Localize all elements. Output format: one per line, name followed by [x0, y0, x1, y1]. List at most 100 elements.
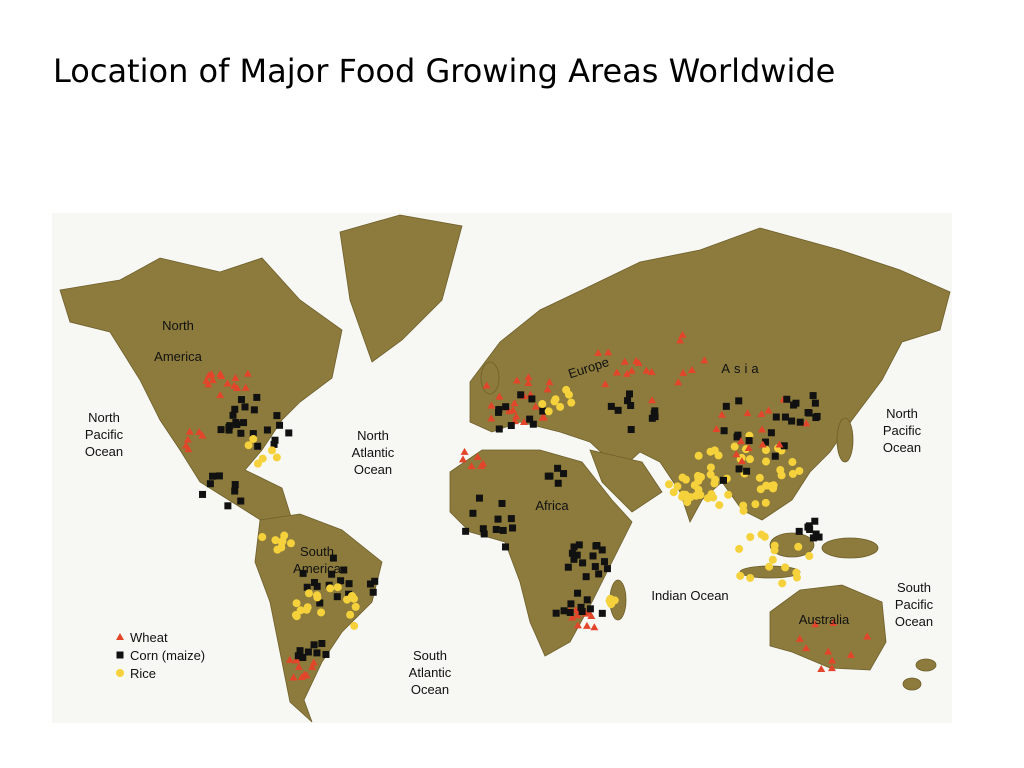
corn-marker [304, 648, 312, 656]
corn-marker [249, 430, 257, 438]
map-label: South Atlantic Ocean [409, 648, 452, 697]
wheat-marker [627, 366, 636, 374]
corn-marker [624, 397, 632, 405]
rice-marker [116, 669, 124, 677]
wheat-marker [512, 412, 521, 420]
rice-marker [351, 602, 360, 611]
new-zealand [915, 658, 937, 672]
wheat-marker [573, 621, 582, 629]
crop-markers [181, 330, 872, 681]
rice-marker [326, 584, 335, 593]
corn-marker [528, 395, 536, 403]
rice-marker [777, 471, 786, 480]
rice-marker [706, 463, 715, 472]
rice-marker [792, 573, 801, 582]
wheat-marker [294, 662, 303, 670]
corn-marker [554, 464, 562, 472]
corn-marker [529, 420, 537, 428]
corn-marker [554, 479, 562, 487]
corn-marker [509, 524, 517, 532]
rice-marker [746, 573, 755, 582]
australia [769, 584, 887, 671]
legend-label: Rice [130, 666, 156, 681]
map-label: Asia [721, 361, 762, 376]
rice-marker [551, 395, 560, 404]
wheat-marker [679, 368, 688, 376]
corn-marker [209, 472, 217, 480]
corn-marker [469, 509, 477, 517]
corn-marker [253, 393, 261, 401]
label-line: North [88, 410, 120, 425]
rice-marker [746, 532, 755, 541]
rice-marker [562, 385, 571, 394]
corn-marker [322, 650, 330, 658]
wheat-marker [736, 437, 745, 445]
corn-marker [539, 407, 547, 415]
map-label: South Pacific Ocean [895, 580, 934, 629]
corn-marker [552, 609, 560, 617]
rice-marker [678, 473, 687, 482]
wheat-marker [543, 385, 552, 393]
wheat-marker [204, 371, 213, 379]
rice-marker [794, 542, 803, 551]
map-label: South America [293, 544, 341, 576]
corn-marker [603, 565, 611, 573]
rice-marker [765, 562, 774, 571]
label-line: Pacific [883, 423, 922, 438]
corn-marker [735, 397, 743, 405]
corn-marker [270, 440, 278, 448]
corn-marker [592, 542, 600, 550]
corn-marker [299, 569, 307, 577]
corn-marker [263, 426, 271, 434]
wheat-marker [216, 369, 225, 377]
label-line: Atlantic [409, 665, 452, 680]
rice-marker [755, 473, 764, 482]
wheat-marker [223, 379, 232, 387]
wheat-marker [183, 435, 192, 443]
rice-marker [347, 591, 356, 600]
wheat-marker [622, 369, 631, 377]
label-line: South [413, 648, 447, 663]
corn-marker [366, 580, 374, 588]
wheat-marker [620, 357, 629, 365]
wheat-marker [811, 620, 820, 628]
corn-marker [303, 583, 311, 591]
rice-marker [761, 446, 770, 455]
corn-marker [804, 409, 812, 417]
rice-marker [788, 458, 797, 467]
corn-marker [495, 425, 503, 433]
south-america [254, 513, 383, 723]
wheat-marker [827, 664, 836, 672]
wheat-marker [512, 376, 521, 384]
wheat-marker [568, 613, 577, 621]
wheat-marker [538, 413, 547, 421]
corn-marker [479, 525, 487, 533]
arabia [589, 449, 663, 513]
label-line: South [897, 580, 931, 595]
corn-marker [544, 472, 552, 480]
rice-marker [788, 469, 797, 478]
corn-marker [495, 408, 503, 416]
wheat-marker [590, 623, 599, 631]
wheat-marker [308, 662, 317, 670]
corn-marker [577, 603, 585, 611]
wheat-marker [509, 406, 518, 414]
rice-marker [253, 459, 262, 468]
corn-marker [232, 418, 240, 426]
wheat-marker [757, 410, 766, 418]
corn-marker [771, 452, 779, 460]
rice-marker [736, 571, 745, 580]
wheat-marker [712, 425, 721, 433]
label-line: Ocean [85, 444, 123, 459]
wheat-marker [582, 621, 591, 629]
corn-marker [795, 527, 803, 535]
wheat-marker [634, 359, 643, 367]
rice-marker [669, 488, 678, 497]
map-label: Australia [799, 612, 850, 627]
rice-marker [681, 490, 690, 499]
wheat-marker [185, 427, 194, 435]
rice-marker [556, 402, 565, 411]
wheat-marker [674, 378, 683, 386]
wheat-marker [467, 462, 476, 470]
corn-marker [316, 599, 324, 607]
